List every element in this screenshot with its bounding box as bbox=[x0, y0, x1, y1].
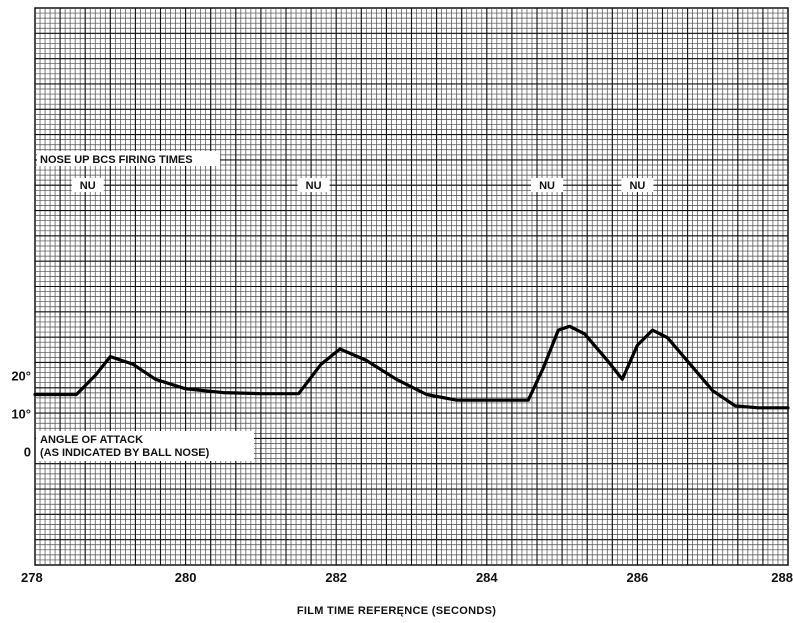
nu-marker: NU bbox=[80, 180, 96, 192]
x-axis-label: FILM TIME REFERĘNCE (SECONDS) bbox=[296, 605, 497, 617]
x-tick-label: 284 bbox=[476, 570, 498, 585]
x-tick-label: 280 bbox=[175, 570, 197, 585]
y-tick-label: 10° bbox=[11, 406, 31, 421]
y-axis-label-bg bbox=[36, 431, 254, 461]
x-tick-label: 278 bbox=[21, 570, 43, 585]
series-line-0 bbox=[33, 324, 790, 410]
x-tick-label: 282 bbox=[325, 570, 347, 585]
chart-annotations: NOSE UP BCS FIRING TIMES NU NU NU NU ANGLE OF… bbox=[36, 151, 654, 461]
nu-marker-bg bbox=[71, 178, 104, 192]
x-tick-label: 286 bbox=[627, 570, 649, 585]
grid-major-lines bbox=[35, 8, 788, 565]
y-axis-label: ANGLE OF ATTACK bbox=[40, 434, 143, 446]
chart-series bbox=[33, 324, 790, 410]
firing-times-label-bg bbox=[37, 151, 220, 166]
nu-marker-bg bbox=[531, 178, 564, 192]
x-tick-label: 288 bbox=[771, 570, 793, 585]
firing-times-label: NOSE UP BCS FIRING TIMES bbox=[40, 154, 193, 166]
nu-marker: NU bbox=[629, 180, 645, 192]
y-tick-label: 0 bbox=[24, 444, 31, 459]
chart-grid bbox=[34, 7, 789, 566]
y-axis-label-note: (AS INDICATED BY BALL NOSE) bbox=[40, 447, 210, 459]
y-tick-label: 20° bbox=[11, 369, 31, 384]
chart-ticks: 278 280 282 284 286 288 20° 10° 0 bbox=[11, 369, 793, 585]
nu-marker-bg bbox=[297, 178, 330, 192]
nu-marker: NU bbox=[539, 180, 555, 192]
nu-marker-bg bbox=[621, 178, 654, 192]
nu-marker: NU bbox=[306, 180, 322, 192]
